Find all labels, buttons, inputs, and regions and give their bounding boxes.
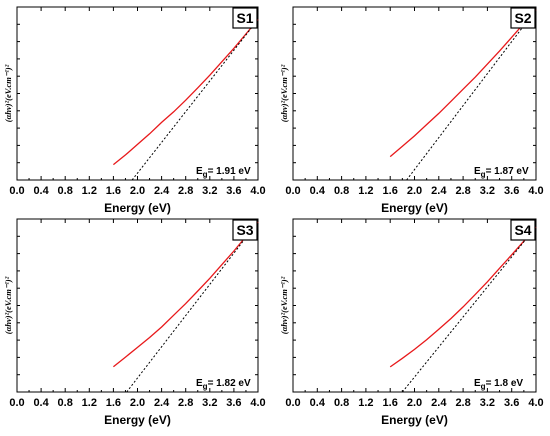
x-tick-label: 0.8 bbox=[58, 185, 73, 197]
linear-fit-line bbox=[126, 221, 259, 393]
x-tick-label: 1.6 bbox=[106, 185, 121, 197]
eg-subscript: g bbox=[203, 382, 208, 391]
x-tick-label: 0.4 bbox=[33, 185, 49, 197]
eg-symbol: E bbox=[474, 378, 481, 389]
linear-fit-line bbox=[406, 9, 537, 181]
x-tick-label: 4.0 bbox=[528, 185, 543, 197]
x-tick-label: 1.6 bbox=[383, 185, 398, 197]
y-axis-title: (αhν)²(eV.cm⁻¹)² bbox=[279, 276, 289, 334]
x-tick-label: 3.2 bbox=[202, 185, 217, 197]
panel-4: 0.0 0.4 0.8 1.2 1.6 2.0 2.4 2.8 3.2 3.6 4.0 S4 Eg= 1… bbox=[279, 218, 544, 427]
x-tick-label: 2.4 bbox=[431, 185, 447, 197]
panel-3: 0.0 0.4 0.8 1.2 1.6 2.0 2.4 2.8 3.2 3.6 4.0 S3 Eg= 1… bbox=[3, 218, 266, 427]
x-tick-label: 1.6 bbox=[383, 397, 398, 409]
panel-label-box bbox=[510, 7, 536, 29]
x-tick-label: 0.0 bbox=[285, 397, 300, 409]
x-tick-label: 0.0 bbox=[9, 397, 24, 409]
panel-label-box bbox=[510, 219, 536, 241]
x-tick-label: 2.8 bbox=[178, 185, 193, 197]
x-tick-label: 3.6 bbox=[226, 185, 241, 197]
data-curve bbox=[112, 221, 259, 368]
eg-value: = 1.87 eV bbox=[486, 166, 529, 177]
x-tick-label: 0.8 bbox=[58, 397, 73, 409]
eg-symbol: E bbox=[196, 166, 203, 177]
x-tick-label: 3.2 bbox=[480, 397, 495, 409]
x-tick-label: 2.4 bbox=[154, 397, 170, 409]
band-gap-annotation: Eg= 1.82 eV bbox=[196, 378, 251, 391]
eg-symbol: E bbox=[474, 166, 481, 177]
x-tick-label: 1.2 bbox=[358, 397, 373, 409]
x-tick-label: 3.6 bbox=[226, 397, 241, 409]
x-tick-label: 0.8 bbox=[334, 397, 349, 409]
x-tick-label: 2.0 bbox=[407, 185, 422, 197]
x-tick-label: 2.4 bbox=[431, 397, 447, 409]
eg-subscript: g bbox=[481, 382, 486, 391]
x-tick-label: 4.0 bbox=[528, 397, 543, 409]
x-axis-title: Energy (eV) bbox=[381, 413, 448, 427]
x-tick-label: 2.0 bbox=[130, 397, 145, 409]
linear-fit-line bbox=[131, 19, 259, 181]
x-tick-label: 2.0 bbox=[407, 397, 422, 409]
panel-label-box bbox=[232, 219, 258, 241]
x-axis-title: Energy (eV) bbox=[104, 413, 171, 427]
band-gap-annotation: Eg= 1.87 eV bbox=[474, 166, 529, 179]
x-tick-label: 1.2 bbox=[82, 397, 97, 409]
plot-frame bbox=[16, 218, 259, 393]
panel-2: 0.0 0.4 0.8 1.2 1.6 2.0 2.4 2.8 3.2 3.6 4.0 S2 Eg= 1… bbox=[279, 6, 544, 215]
x-tick-label: 3.2 bbox=[202, 397, 217, 409]
x-tick-label: 0.4 bbox=[310, 185, 326, 197]
panel-label: S4 bbox=[514, 222, 531, 238]
panel-label-box bbox=[232, 7, 258, 29]
y-axis-title: (αhν)²(eV.cm⁻¹)² bbox=[3, 64, 13, 122]
x-tick-label: 2.8 bbox=[455, 185, 470, 197]
panel-label: S1 bbox=[236, 10, 253, 26]
band-gap-annotation: Eg= 1.91 eV bbox=[196, 166, 251, 179]
plot-frame bbox=[292, 6, 537, 181]
eg-subscript: g bbox=[203, 170, 208, 179]
eg-subscript: g bbox=[481, 170, 486, 179]
x-tick-label: 3.6 bbox=[504, 185, 519, 197]
x-tick-label: 3.6 bbox=[504, 397, 519, 409]
x-tick-label: 0.0 bbox=[285, 185, 300, 197]
x-tick-label: 0.4 bbox=[33, 397, 49, 409]
x-tick-label: 0.8 bbox=[334, 185, 349, 197]
data-curve bbox=[389, 9, 537, 158]
eg-value: = 1.8 eV bbox=[486, 378, 524, 389]
x-axis-title: Energy (eV) bbox=[381, 201, 448, 215]
x-axis-title: Energy (eV) bbox=[104, 201, 171, 215]
panel-label: S3 bbox=[236, 222, 253, 238]
x-tick-label: 1.2 bbox=[82, 185, 97, 197]
plot-frame bbox=[292, 218, 537, 393]
x-tick-label: 2.4 bbox=[154, 185, 170, 197]
y-axis-title: (αhν)²(eV.cm⁻¹)² bbox=[3, 276, 13, 334]
x-tick-label: 0.0 bbox=[9, 185, 24, 197]
x-tick-label: 4.0 bbox=[250, 185, 265, 197]
data-curve bbox=[112, 19, 259, 166]
x-tick-label: 2.0 bbox=[130, 185, 145, 197]
band-gap-annotation: Eg= 1.8 eV bbox=[474, 378, 523, 391]
plot-frame bbox=[16, 6, 259, 181]
eg-symbol: E bbox=[196, 378, 203, 389]
x-tick-label: 4.0 bbox=[250, 397, 265, 409]
x-tick-label: 3.2 bbox=[480, 185, 495, 197]
data-curve bbox=[389, 226, 537, 368]
x-tick-label: 1.6 bbox=[106, 397, 121, 409]
x-tick-label: 1.2 bbox=[358, 185, 373, 197]
x-tick-label: 2.8 bbox=[455, 397, 470, 409]
panel-1: 0.0 0.4 0.8 1.2 1.6 2.0 2.4 2.8 3.2 3.6 4.0 S1 Eg= 1… bbox=[3, 6, 266, 215]
y-axis-title: (αhν)²(eV.cm⁻¹)² bbox=[279, 64, 289, 122]
x-tick-label: 2.8 bbox=[178, 397, 193, 409]
eg-value: = 1.91 eV bbox=[208, 166, 251, 177]
panel-label: S2 bbox=[514, 10, 531, 26]
eg-value: = 1.82 eV bbox=[208, 378, 251, 389]
x-tick-label: 0.4 bbox=[310, 397, 326, 409]
linear-fit-line bbox=[402, 226, 537, 393]
